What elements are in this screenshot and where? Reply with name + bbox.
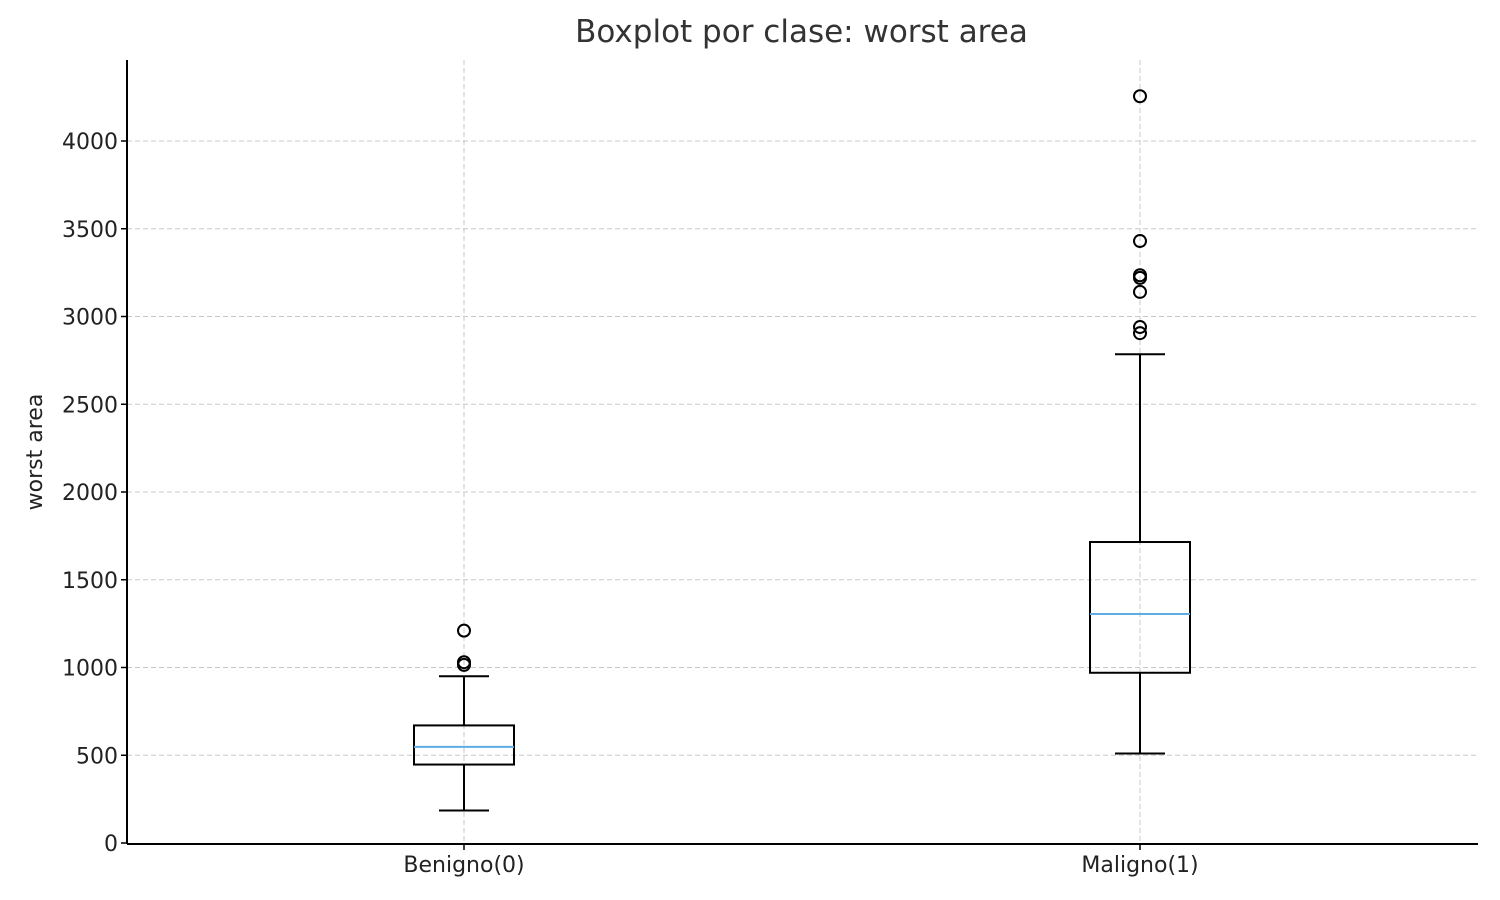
outlier-point	[1133, 320, 1147, 335]
y-tick-label: 1000	[62, 657, 118, 682]
axes: 0 500 1000 1500 2000 2500 3000 3500 4000 Benigno(…	[62, 60, 1478, 878]
outlier-point	[1133, 234, 1147, 249]
y-axis-label: worst area	[23, 394, 48, 511]
chart-title: Boxplot por clase: worst area	[575, 14, 1028, 50]
outlier-point	[1133, 326, 1147, 341]
y-tick-label: 3000	[62, 306, 118, 331]
y-tick-label: 2500	[62, 393, 118, 418]
y-tick-label: 500	[76, 744, 118, 769]
grid-lines	[127, 60, 1478, 844]
outlier-point	[1133, 89, 1147, 104]
y-tick-label: 1500	[62, 569, 118, 594]
iqr-box	[1089, 541, 1191, 674]
outlier-point	[1133, 284, 1147, 299]
x-tick-label: Benigno(0)	[403, 853, 524, 878]
iqr-box	[413, 724, 515, 766]
x-tick-label: Maligno(1)	[1081, 853, 1198, 878]
y-tick-label: 0	[104, 832, 118, 857]
y-tick-label: 2000	[62, 481, 118, 506]
y-tick-label: 3500	[62, 218, 118, 243]
outlier-point	[457, 655, 471, 670]
box-0	[413, 623, 515, 812]
outlier-point	[457, 623, 471, 638]
box-1	[1089, 89, 1191, 755]
outlier-point	[1133, 268, 1147, 283]
y-tick-label: 4000	[62, 130, 118, 155]
box-plots	[413, 89, 1191, 812]
